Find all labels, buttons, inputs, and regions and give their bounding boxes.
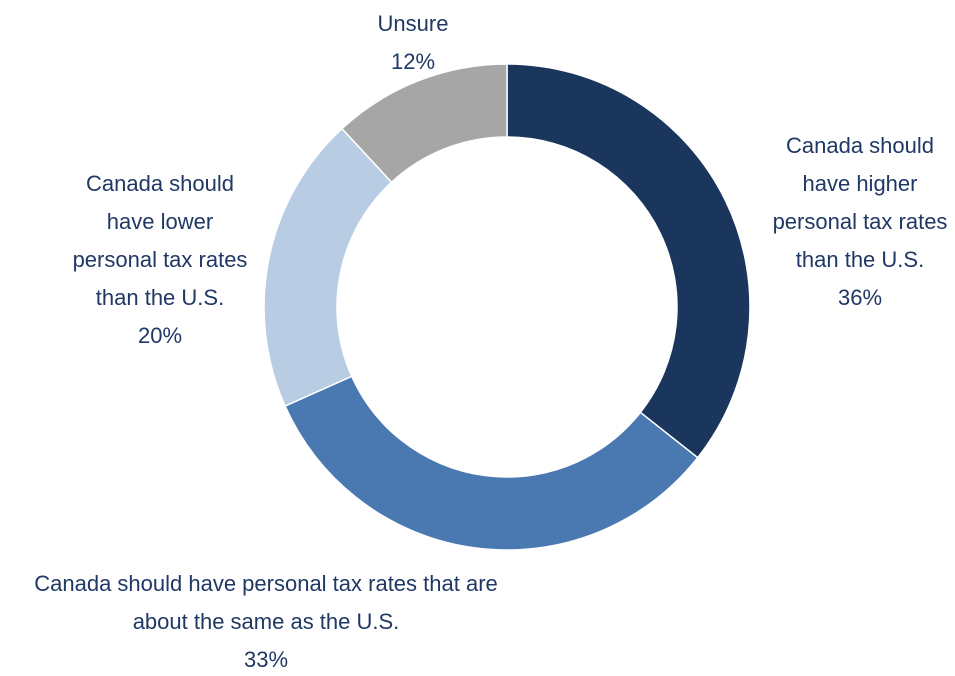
donut-slice [284,375,699,551]
category-label: Canada should have lower personal tax ra… [72,171,248,310]
category-label: Canada should have higher personal tax r… [772,133,948,272]
slice-label: Unsure 12% [313,5,513,81]
value-label: 36% [837,285,883,310]
value-label: 12% [390,49,436,74]
donut-slice [263,127,393,408]
slice-label: Canada should have lower personal tax ra… [62,165,258,355]
slice-label: Canada should have personal tax rates th… [6,565,526,676]
donut-slice [340,63,508,184]
donut-slice [506,63,751,459]
category-label: Canada should have personal tax rates th… [34,571,498,634]
slice-label: Canada should have higher personal tax r… [762,127,955,317]
category-label: Unsure [377,11,449,36]
value-label: 20% [137,323,183,348]
value-label: 33% [243,647,289,672]
